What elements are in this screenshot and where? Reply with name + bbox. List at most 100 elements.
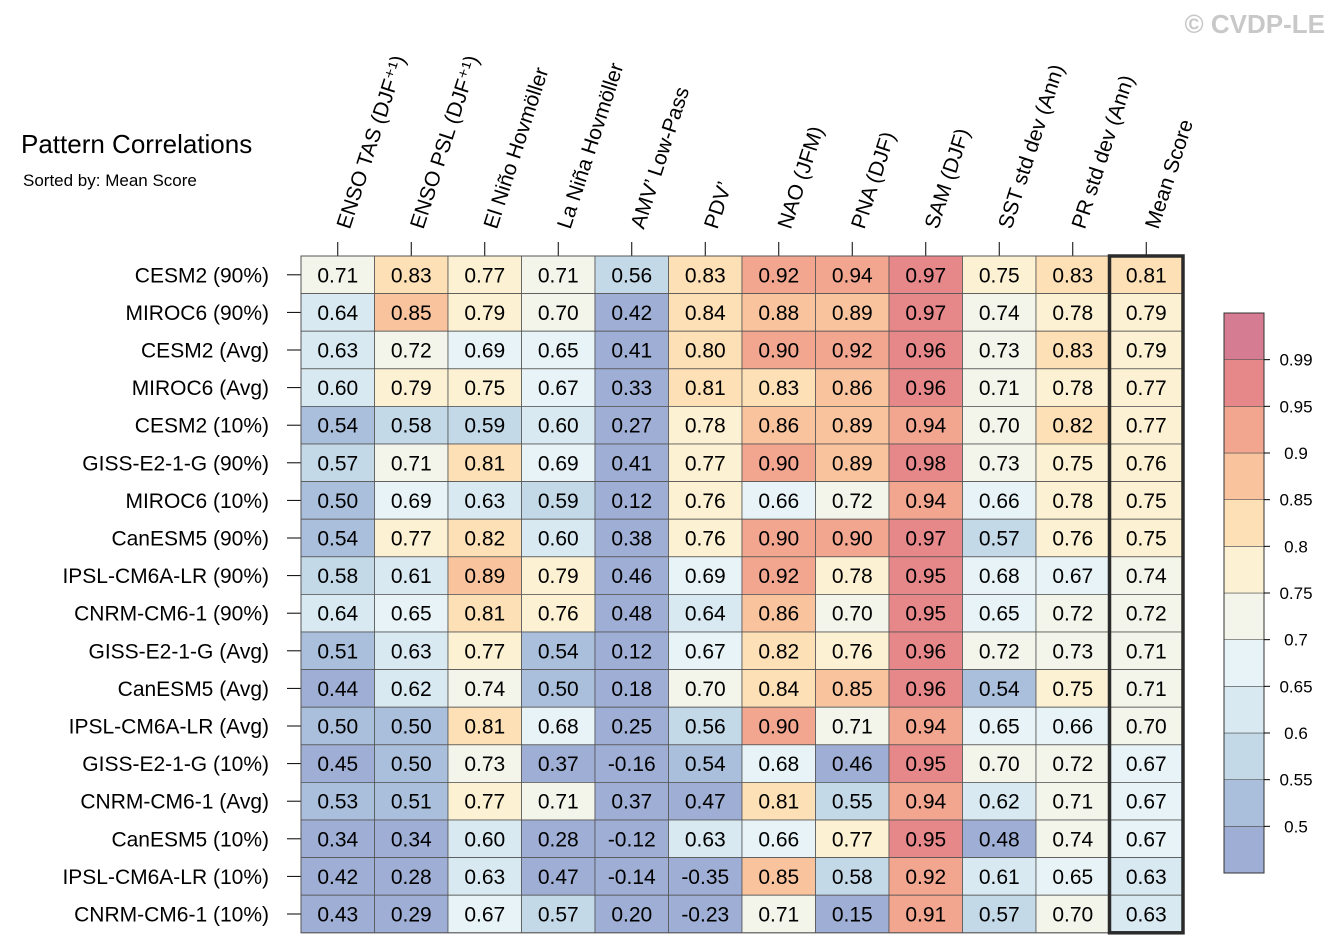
heatmap-cell <box>447 443 522 482</box>
row-label: MIROC6 (10%) <box>125 490 269 513</box>
colorbar-label: 0.75 <box>1279 584 1312 603</box>
cell-value: 0.34 <box>391 828 432 851</box>
heatmap-cell <box>521 330 596 370</box>
heatmap-cell <box>447 744 522 783</box>
cell-value: 0.97 <box>905 264 946 287</box>
heatmap-cell <box>741 819 816 858</box>
cell-value: 0.54 <box>979 678 1020 701</box>
heatmap-cell <box>521 894 596 934</box>
column-label: PDV’ <box>700 179 737 232</box>
cell-value: 0.78 <box>1052 490 1093 513</box>
cell-value: 0.50 <box>538 678 579 701</box>
cell-value: -0.23 <box>681 904 729 927</box>
row-label: MIROC6 (Avg) <box>132 377 269 400</box>
cell-value: 0.69 <box>538 452 579 475</box>
cell-value: 0.69 <box>685 565 726 588</box>
cell-value: 0.78 <box>832 565 873 588</box>
cell-value: 0.20 <box>611 904 652 927</box>
colorbar-label: 0.65 <box>1279 677 1312 696</box>
column-label: NAO (JFM) <box>774 123 829 231</box>
cell-value: 0.60 <box>317 377 358 400</box>
row-label: GISS-E2-1-G (10%) <box>82 753 269 776</box>
chart-subtitle: Sorted by: Mean Score <box>23 171 197 190</box>
heatmap-cell <box>594 594 669 633</box>
heatmap-cell <box>447 782 522 821</box>
heatmap-cell <box>374 368 449 407</box>
heatmap-cell <box>521 293 596 332</box>
heatmap-cell <box>1035 481 1110 520</box>
cell-value: 0.78 <box>685 415 726 438</box>
cell-value: 0.74 <box>1126 565 1167 588</box>
colorbar-label: 0.7 <box>1284 631 1308 650</box>
cell-value: 0.76 <box>1126 452 1167 475</box>
cell-value: 0.76 <box>832 640 873 663</box>
colorbar-label: 0.85 <box>1279 491 1312 510</box>
colorbar-bin <box>1223 779 1265 827</box>
colorbar-bin <box>1223 499 1265 547</box>
heatmap-cell <box>962 293 1037 332</box>
cell-value: 0.50 <box>317 716 358 739</box>
heatmap-cell <box>1035 706 1110 746</box>
cell-value: 0.68 <box>758 753 799 776</box>
cell-value: 0.79 <box>464 302 505 325</box>
heatmap-cell <box>668 594 743 633</box>
heatmap-cell <box>888 405 963 445</box>
heatmap-cell <box>668 443 743 482</box>
cell-value: 0.72 <box>391 340 432 363</box>
heatmap-cell <box>594 782 669 821</box>
heatmap-cell <box>594 857 669 896</box>
colorbar-label: 0.95 <box>1279 397 1312 416</box>
column-label: El Niño Hovmöller <box>480 65 554 232</box>
cell-value: 0.43 <box>317 904 358 927</box>
heatmap-cell <box>741 330 816 370</box>
heatmap-cell <box>815 293 890 332</box>
heatmap-cell <box>888 443 963 482</box>
heatmap-cell <box>447 255 522 294</box>
heatmap-cell <box>300 594 375 633</box>
heatmap-cell <box>447 368 522 407</box>
cell-value: 0.67 <box>1126 753 1167 776</box>
heatmap-cell <box>741 405 816 445</box>
cell-value: 0.51 <box>317 640 358 663</box>
cell-value: 0.71 <box>1052 791 1093 814</box>
cell-value: 0.72 <box>832 490 873 513</box>
colorbar-bin <box>1223 639 1265 687</box>
cell-value: 0.71 <box>832 716 873 739</box>
cell-value: 0.82 <box>758 640 799 663</box>
heatmap-cell <box>888 631 963 670</box>
cell-value: 0.77 <box>391 528 432 551</box>
cell-value: 0.71 <box>1126 640 1167 663</box>
cell-value: 0.75 <box>1126 490 1167 513</box>
cell-value: 0.92 <box>832 340 873 363</box>
cell-value: 0.73 <box>979 452 1020 475</box>
column-label: ENSO TAS (DJF⁺¹) <box>333 53 411 232</box>
row-label: IPSL-CM6A-LR (90%) <box>62 565 269 588</box>
column-label: PNA (DJF) <box>847 129 900 232</box>
cell-value: 0.80 <box>685 340 726 363</box>
cell-value: 0.79 <box>1126 340 1167 363</box>
heatmap-cell <box>1035 518 1110 558</box>
cell-value: 0.96 <box>905 340 946 363</box>
heatmap-cell <box>521 405 596 445</box>
column-label: SST std dev (Ann) <box>994 62 1069 232</box>
colorbar-label: 0.8 <box>1284 537 1308 556</box>
cell-value: 0.96 <box>905 678 946 701</box>
cell-value: 0.76 <box>538 603 579 626</box>
colorbar-bin <box>1223 312 1265 360</box>
heatmap-cell <box>594 556 669 595</box>
cell-value: 0.70 <box>1126 716 1167 739</box>
heatmap-cell <box>521 819 596 858</box>
heatmap-cell <box>815 857 890 896</box>
cell-value: 0.95 <box>905 565 946 588</box>
colorbar-bin <box>1223 406 1265 454</box>
heatmap-cell <box>741 857 816 896</box>
cell-value: 0.70 <box>832 603 873 626</box>
cell-value: 0.65 <box>979 603 1020 626</box>
cell-value: 0.55 <box>832 791 873 814</box>
cell-value: 0.63 <box>685 828 726 851</box>
cell-value: 0.74 <box>979 302 1020 325</box>
heatmap-cell <box>888 857 963 896</box>
heatmap-cell <box>962 443 1037 482</box>
heatmap-cell <box>741 894 816 934</box>
cell-value: 0.81 <box>685 377 726 400</box>
